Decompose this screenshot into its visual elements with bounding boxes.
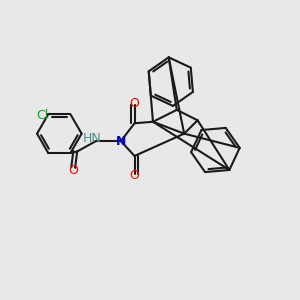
Text: O: O	[130, 169, 140, 182]
Text: Cl: Cl	[36, 109, 48, 122]
Text: N: N	[116, 135, 126, 148]
Text: HN: HN	[83, 132, 101, 145]
Text: O: O	[130, 98, 140, 110]
Text: O: O	[68, 164, 78, 177]
